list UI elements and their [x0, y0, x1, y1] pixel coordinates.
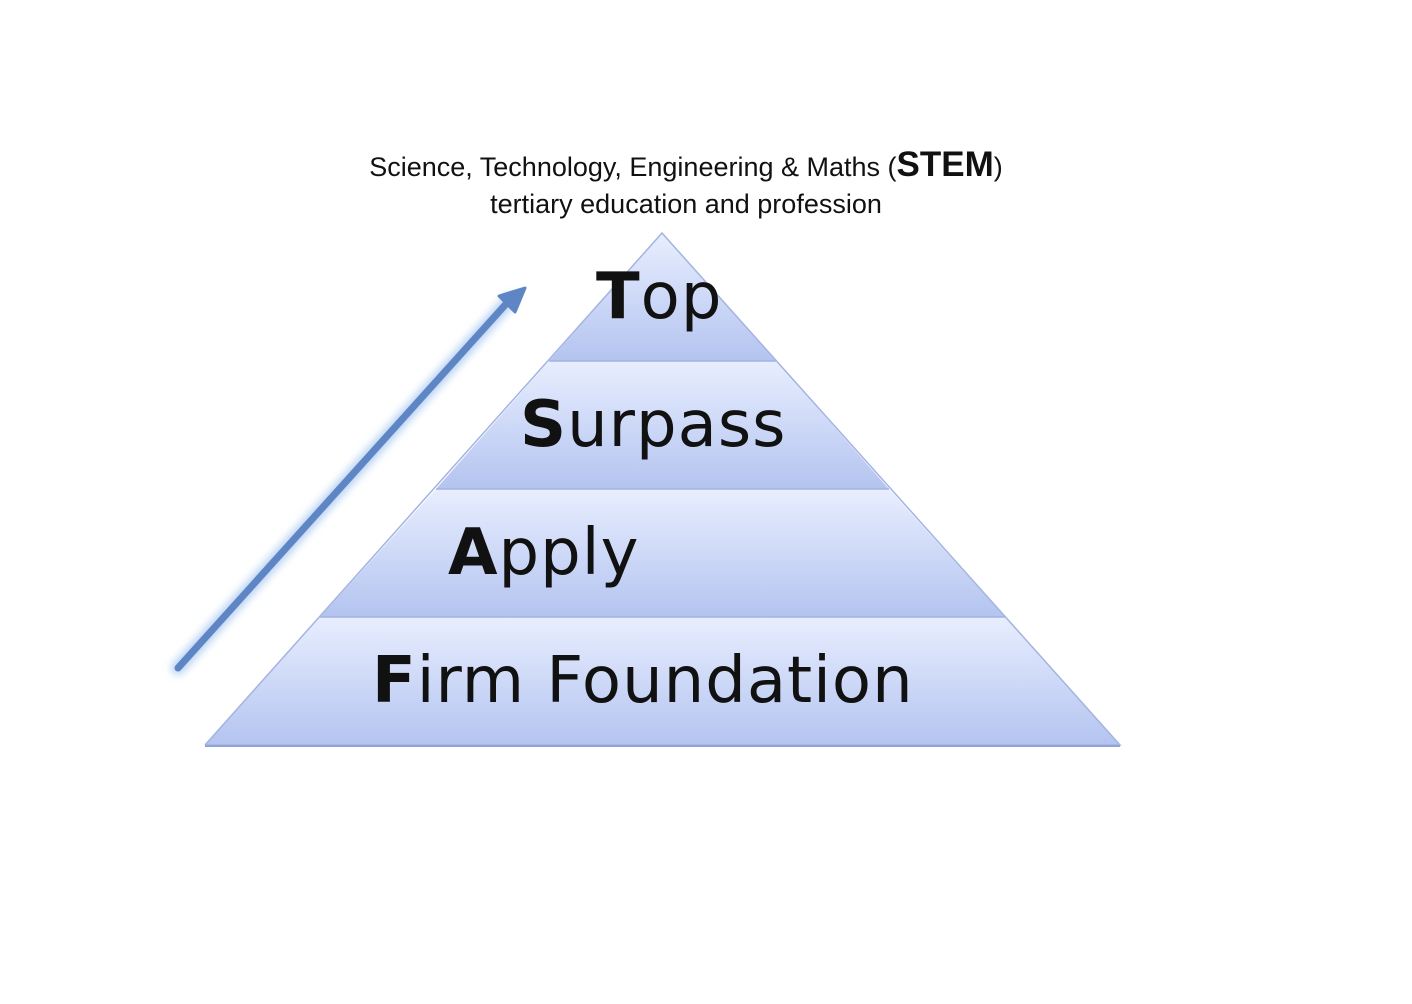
tier-rest: urpass: [567, 388, 787, 462]
tier-top-shape: [549, 233, 776, 361]
tier-label-surpass: Surpass: [520, 390, 787, 460]
tier-initial: A: [448, 516, 499, 590]
tier-initial: T: [596, 260, 641, 334]
heading-text-post: ): [993, 152, 1003, 182]
tier-rest: pply: [498, 516, 640, 590]
tier-label-top: Top: [596, 262, 722, 332]
tier-surpass-shape: [436, 361, 889, 489]
tier-label-apply: Apply: [448, 518, 639, 588]
tier-foundation-shape: [205, 617, 1120, 745]
tier-apply-shape: [320, 489, 1005, 617]
heading-stem-acronym: STEM: [896, 145, 994, 184]
tier-initial: F: [372, 644, 417, 718]
heading-text-pre: Science, Technology, Engineering & Maths…: [369, 152, 897, 182]
arrow-up-right-icon: [171, 286, 527, 675]
tier-rest: op: [640, 260, 723, 334]
tier-rest: irm Foundation: [416, 644, 914, 718]
diagram-heading-line1: Science, Technology, Engineering & Maths…: [286, 147, 1086, 185]
tier-initial: S: [520, 388, 568, 462]
tier-label-foundation: Firm Foundation: [372, 646, 914, 716]
diagram-heading-line2: tertiary education and profession: [490, 189, 882, 219]
